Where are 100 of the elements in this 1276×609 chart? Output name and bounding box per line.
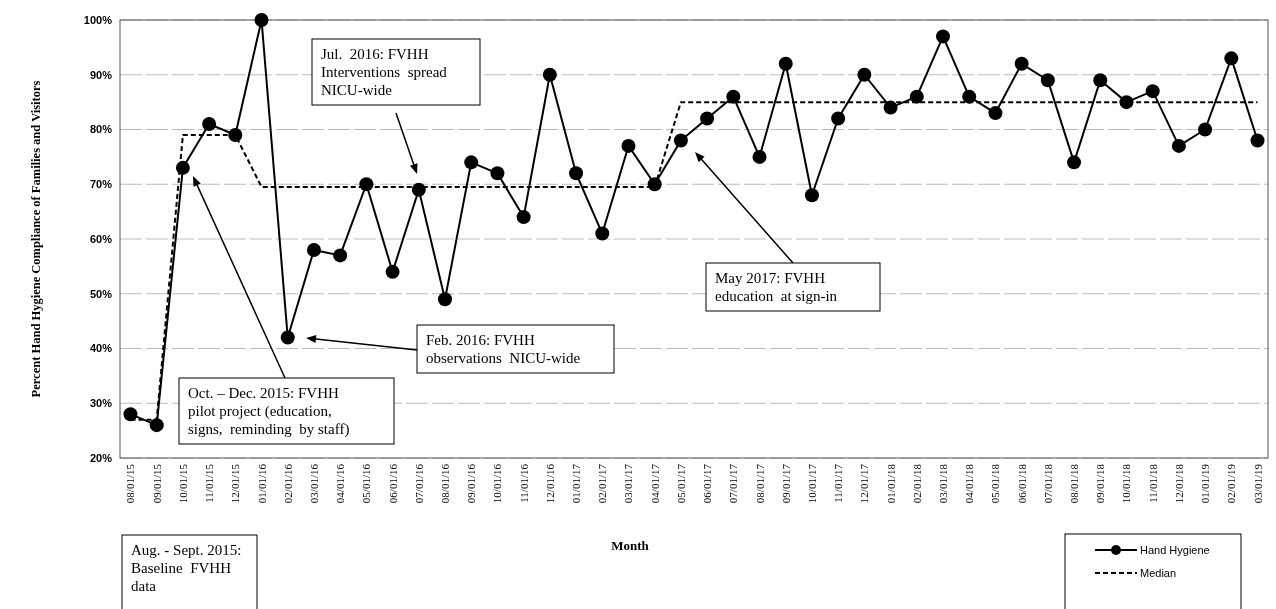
legend-label: Hand Hygiene — [1140, 543, 1210, 556]
y-tick-label: 60% — [89, 232, 113, 245]
x-tick-label: 04/01/17 — [648, 463, 661, 504]
annotation: Feb. 2016: FVHH observations NICU-wide — [426, 332, 581, 366]
point — [385, 264, 400, 279]
point — [673, 133, 688, 148]
x-tick-label: 10/01/18 — [1120, 463, 1133, 504]
legend-label: Median — [1140, 566, 1177, 579]
x-tick-label: 07/01/17 — [727, 463, 740, 504]
point — [1014, 56, 1029, 71]
point — [306, 242, 321, 257]
point — [254, 13, 269, 27]
x-tick-label: 12/01/18 — [1172, 463, 1185, 504]
point — [700, 111, 715, 126]
x-tick-label: 09/01/17 — [779, 463, 792, 504]
x-tick-label: 04/01/18 — [963, 463, 976, 504]
point — [280, 330, 295, 345]
point — [883, 100, 898, 115]
point — [542, 67, 557, 82]
x-tick-label: 07/01/16 — [412, 463, 425, 504]
x-tick-label: 11/01/18 — [1146, 463, 1159, 503]
x-tick-label: 01/01/16 — [255, 463, 268, 504]
y-tick-label: 70% — [89, 178, 113, 191]
x-tick-label: 12/01/15 — [229, 463, 242, 504]
point — [569, 166, 584, 181]
point — [490, 166, 505, 181]
y-tick-label: 100% — [83, 13, 113, 26]
point — [909, 89, 924, 104]
x-tick-label: 11/01/17 — [832, 463, 845, 503]
point — [726, 89, 741, 104]
point — [857, 67, 872, 82]
point — [1093, 73, 1108, 88]
point — [962, 89, 977, 104]
x-tick-label: 11/01/16 — [517, 463, 530, 503]
x-tick-label: 06/01/17 — [701, 463, 714, 504]
x-tick-label: 05/01/18 — [989, 463, 1002, 504]
x-tick-label: 08/01/15 — [124, 463, 137, 504]
point — [411, 182, 426, 197]
point — [831, 111, 846, 126]
x-tick-label: 05/01/17 — [674, 463, 687, 504]
x-tick-label: 02/01/16 — [281, 463, 294, 504]
annotation: May 2017: FVHH education at sign-in — [715, 270, 838, 304]
y-tick-label: 30% — [89, 397, 113, 410]
x-tick-label: 02/01/17 — [596, 463, 609, 504]
point — [1198, 122, 1213, 137]
point — [438, 292, 453, 307]
point — [752, 149, 767, 164]
point — [1171, 138, 1186, 153]
x-tick-label: 01/01/18 — [884, 463, 897, 504]
x-tick-label: 09/01/18 — [1094, 463, 1107, 504]
point — [1067, 155, 1082, 170]
x-tick-label: 03/01/17 — [622, 463, 635, 504]
x-tick-label: 12/01/17 — [858, 463, 871, 504]
x-tick-label: 12/01/16 — [543, 463, 556, 504]
point — [333, 248, 348, 263]
point — [621, 138, 636, 153]
x-tick-label: 08/01/17 — [753, 463, 766, 504]
y-tick-label: 20% — [89, 451, 113, 464]
x-tick-label: 06/01/18 — [1015, 463, 1028, 504]
point — [149, 418, 164, 433]
point — [123, 407, 138, 422]
x-tick-label: 02/01/19 — [1225, 463, 1238, 504]
x-tick-label: 04/01/16 — [334, 463, 347, 504]
x-tick-label: 10/01/16 — [491, 463, 504, 504]
annotation: Jul. 2016: FVHH Interventions spread NICU-wide — [321, 46, 448, 98]
point — [1250, 133, 1265, 148]
point — [595, 226, 610, 241]
x-tick-label: 09/01/16 — [465, 463, 478, 504]
x-tick-label: 10/01/15 — [176, 463, 189, 504]
y-tick-label: 50% — [89, 287, 113, 300]
point — [202, 117, 217, 132]
x-tick-label: 10/01/17 — [805, 463, 818, 504]
y-tick-label: 90% — [89, 68, 113, 81]
x-tick-label: 03/01/19 — [1251, 463, 1264, 504]
y-tick-label: 80% — [89, 123, 113, 136]
x-tick-label: 07/01/18 — [1041, 463, 1054, 504]
y-axis-title: Percent Hand Hygiene Compliance of Families and Visitors — [29, 80, 43, 398]
x-tick-label: 03/01/18 — [937, 463, 949, 504]
x-tick-label: 08/01/18 — [1068, 463, 1081, 504]
x-tick-label: 01/01/19 — [1199, 463, 1212, 504]
point — [1040, 73, 1055, 88]
point — [1145, 84, 1160, 99]
x-tick-label: 05/01/16 — [360, 463, 373, 504]
x-tick-label: 03/01/16 — [307, 463, 320, 504]
point — [988, 106, 1003, 121]
point — [516, 210, 531, 225]
text: Aug. - Sept. 2015: Baseline FVHH data — [131, 542, 242, 594]
x-axis-title: Month — [611, 538, 650, 553]
x-tick-label: 09/01/15 — [150, 463, 163, 504]
x-tick-label: 01/01/17 — [570, 463, 583, 504]
annotation: Oct. – Dec. 2015: FVHH pilot project (education, signs, reminding by staff) — [188, 385, 350, 438]
point — [1224, 51, 1239, 66]
y-tick-label: 40% — [89, 342, 113, 355]
point — [464, 155, 479, 170]
x-tick-label: 06/01/16 — [386, 463, 399, 504]
point — [778, 56, 793, 71]
point — [804, 188, 819, 203]
x-tick-label: 11/01/15 — [203, 463, 216, 503]
x-tick-label: 08/01/16 — [439, 463, 451, 504]
x-tick-label: 02/01/18 — [910, 463, 923, 504]
